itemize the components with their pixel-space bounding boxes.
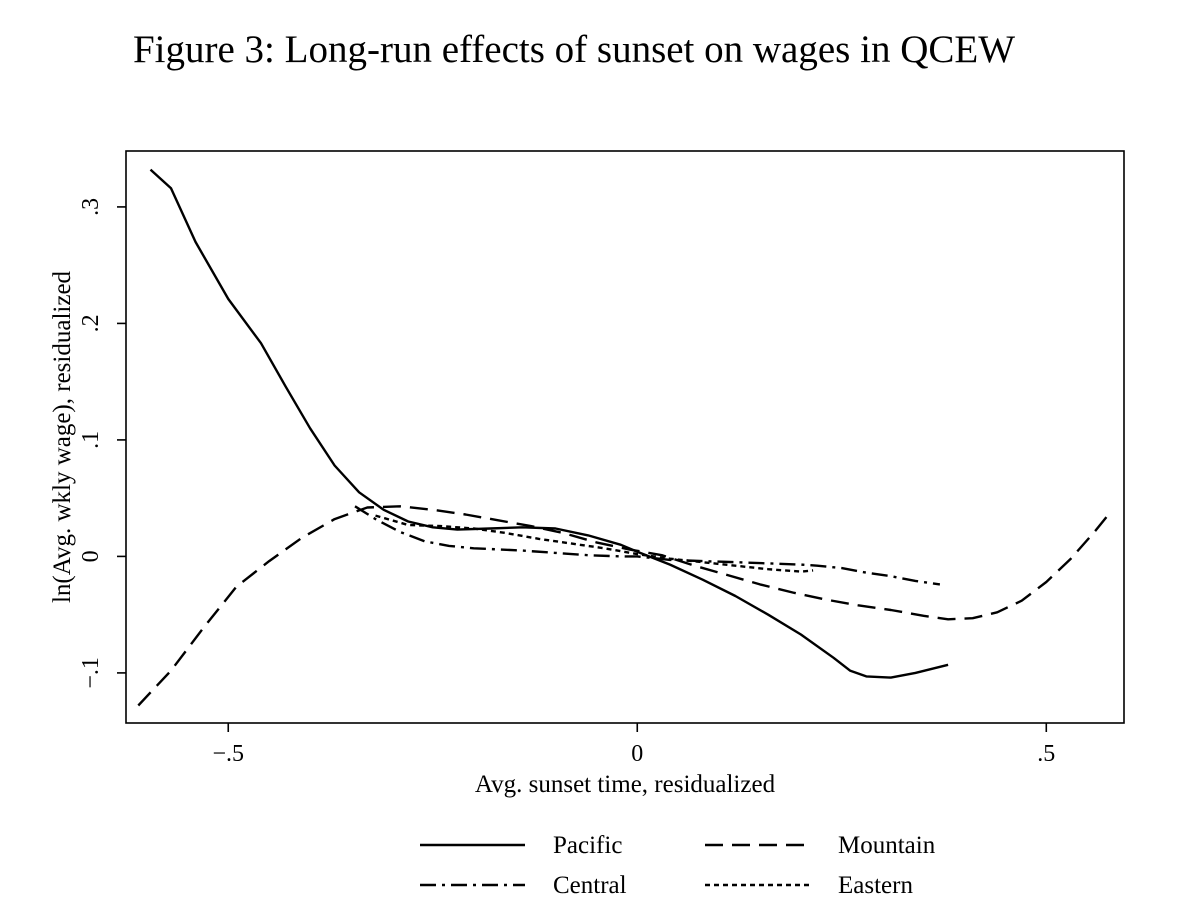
plot-frame <box>125 150 1125 724</box>
y-tick-label: .1 <box>78 431 104 449</box>
x-tick-label: .5 <box>1037 741 1055 767</box>
chart-title: Figure 3: Long-run effects of sunset on … <box>133 28 1015 71</box>
series-layer <box>137 168 1109 707</box>
legend-label-central: Central <box>553 872 627 899</box>
y-tick-label: 0 <box>78 550 104 562</box>
x-tick-label: −.5 <box>212 741 244 767</box>
legend: Pacific Mountain Central Eastern <box>420 832 936 899</box>
y-axis: −.1 0 .1 .2 .3 <box>78 198 126 689</box>
y-tick-label: −.1 <box>78 657 104 689</box>
series-line-central <box>354 505 941 586</box>
y-tick-label: .3 <box>78 198 104 216</box>
series-line-pacific <box>149 168 949 679</box>
y-tick-label: .2 <box>78 314 104 332</box>
x-axis-label: Avg. sunset time, residualized <box>475 771 776 798</box>
legend-label-mountain: Mountain <box>838 832 936 859</box>
y-axis-label: ln(Avg. wkly wage), residualized <box>49 270 76 603</box>
legend-label-eastern: Eastern <box>838 872 913 899</box>
series-line-mountain <box>137 505 1109 707</box>
x-axis: −.5 0 .5 <box>212 723 1055 767</box>
legend-label-pacific: Pacific <box>553 832 622 859</box>
x-tick-label: 0 <box>631 741 643 767</box>
